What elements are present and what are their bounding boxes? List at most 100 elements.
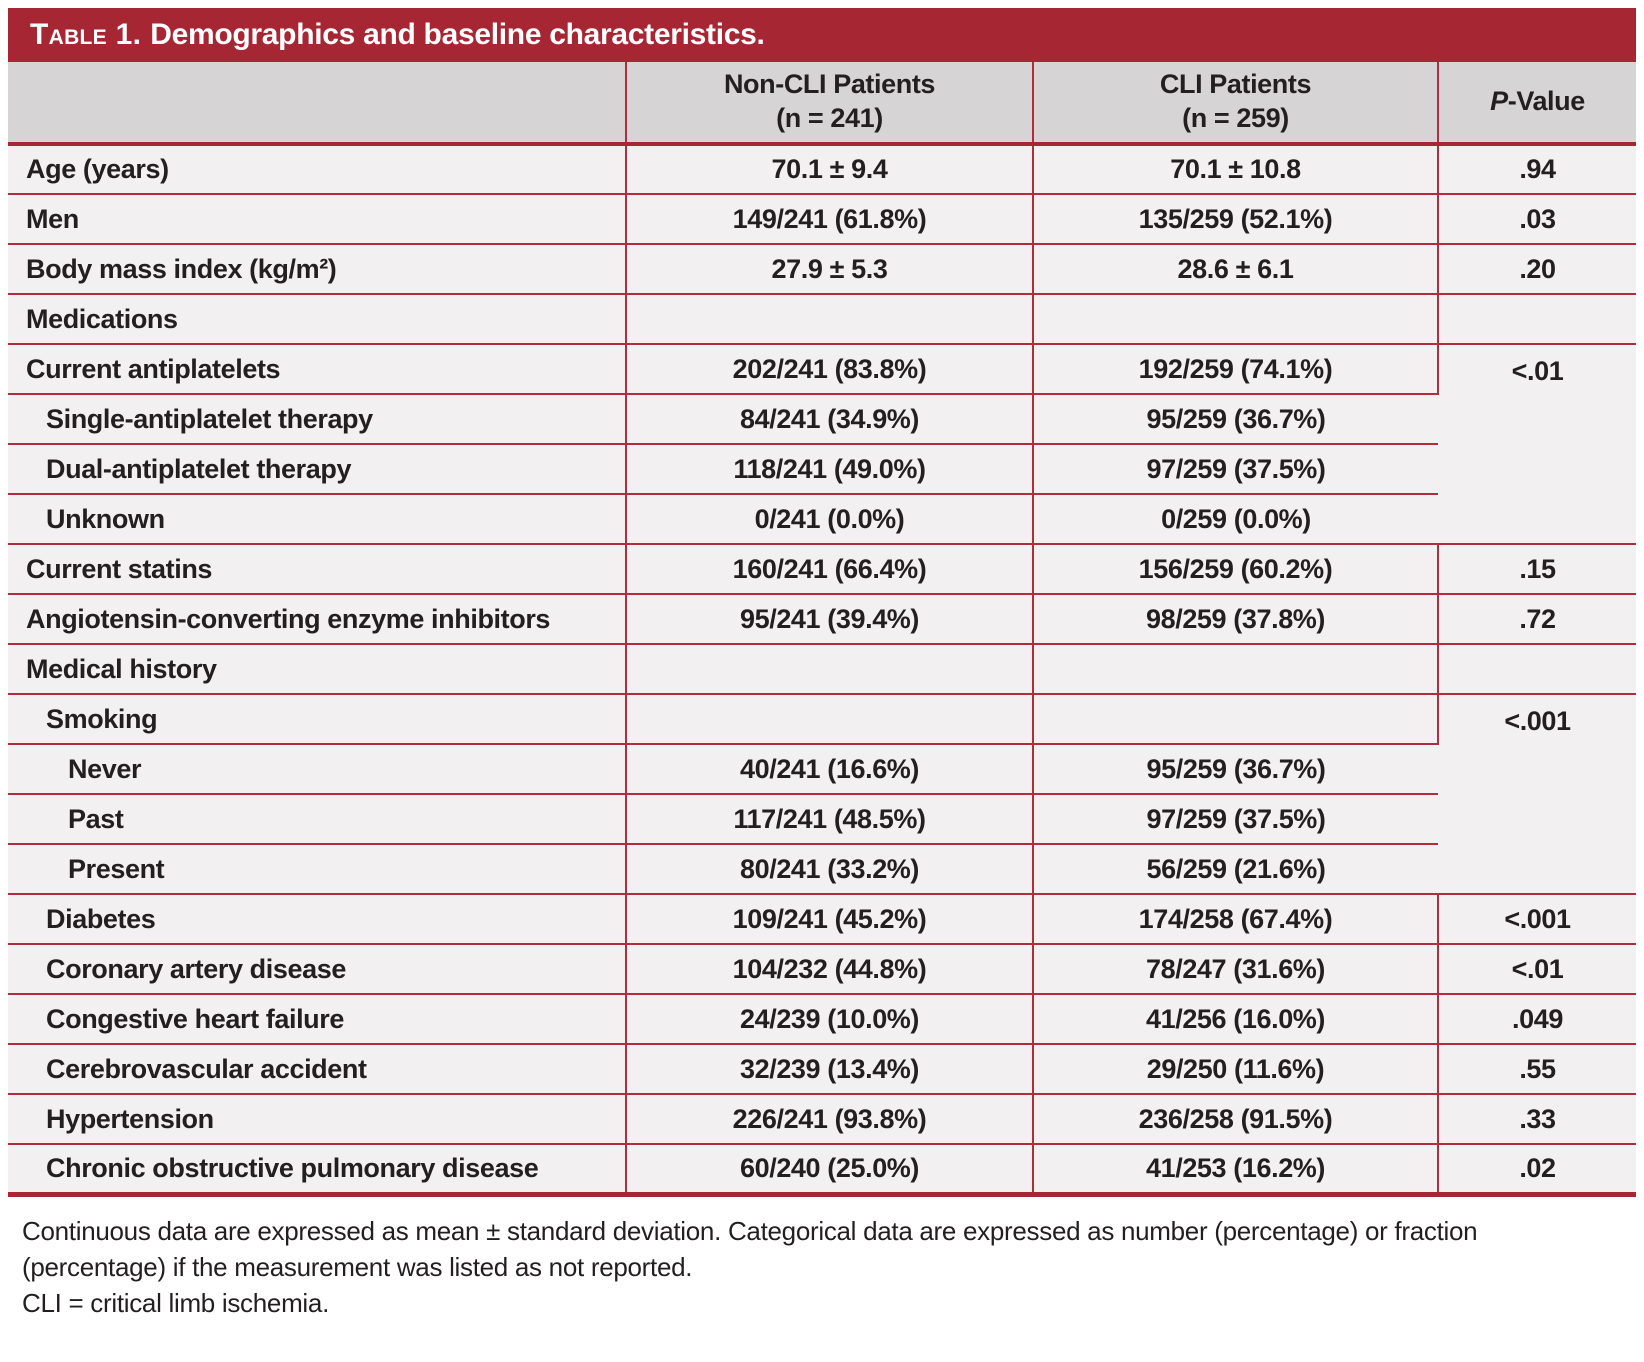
- cli-value: [1033, 694, 1439, 745]
- table-row: Cerebrovascular accident 32/239 (13.4%) …: [8, 1044, 1636, 1095]
- p-value: .72: [1438, 594, 1636, 645]
- row-label: Single-antiplatelet therapy: [8, 394, 627, 445]
- cli-value: [1033, 644, 1439, 695]
- table-row: Coronary artery disease 104/232 (44.8%) …: [8, 944, 1636, 995]
- table-row: Past 117/241 (48.5%) 97/259 (37.5%): [8, 794, 1636, 845]
- cli-value: 78/247 (31.6%): [1033, 944, 1439, 995]
- cli-value: 156/259 (60.2%): [1033, 544, 1439, 595]
- footnote-abbreviation: CLI = critical limb ischemia.: [22, 1288, 329, 1319]
- row-label: Current statins: [8, 544, 627, 595]
- noncli-value: 32/239 (13.4%): [626, 1044, 1034, 1095]
- noncli-value: 117/241 (48.5%): [626, 794, 1034, 845]
- table-number: Table 1.: [30, 18, 142, 51]
- p-value: .55: [1438, 1044, 1636, 1095]
- row-label: Body mass index (kg/m²): [8, 244, 627, 295]
- table-row: Hypertension 226/241 (93.8%) 236/258 (91…: [8, 1094, 1636, 1145]
- noncli-value: 80/241 (33.2%): [626, 844, 1034, 895]
- p-value: .15: [1438, 544, 1636, 595]
- table-title-bar: Table 1. Demographics and baseline chara…: [8, 8, 1636, 62]
- table-row: Current antiplatelets 202/241 (83.8%) 19…: [8, 344, 1636, 545]
- table-row: Chronic obstructive pulmonary disease 60…: [8, 1144, 1636, 1195]
- cli-value: 135/259 (52.1%): [1033, 194, 1439, 245]
- table-row: Dual-antiplatelet therapy 118/241 (49.0%…: [8, 444, 1636, 495]
- noncli-value: [626, 694, 1034, 745]
- table-row: Present 80/241 (33.2%) 56/259 (21.6%): [8, 844, 1636, 895]
- table-row: Single-antiplatelet therapy 84/241 (34.9…: [8, 394, 1636, 445]
- table-row: Unknown 0/241 (0.0%) 0/259 (0.0%): [8, 494, 1636, 545]
- row-label: Unknown: [8, 494, 627, 545]
- cli-value: 95/259 (36.7%): [1033, 744, 1438, 795]
- cli-value: 98/259 (37.8%): [1033, 594, 1439, 645]
- cli-value: 70.1 ± 10.8: [1033, 144, 1439, 195]
- noncli-value: 160/241 (66.4%): [626, 544, 1034, 595]
- cli-value: [1033, 294, 1439, 345]
- table-row: Angiotensin-converting enzyme inhibitors…: [8, 594, 1636, 645]
- cli-value: 192/259 (74.1%): [1033, 344, 1439, 395]
- cli-value: 97/259 (37.5%): [1033, 794, 1438, 845]
- noncli-value: 118/241 (49.0%): [626, 444, 1034, 495]
- noncli-value: 104/232 (44.8%): [626, 944, 1034, 995]
- row-label: Men: [8, 194, 627, 245]
- row-label: Never: [8, 744, 627, 795]
- table-header: Non-CLI Patients (n = 241) CLI Patients …: [8, 62, 1636, 146]
- p-value: <.001: [1438, 894, 1636, 945]
- cli-value: 0/259 (0.0%): [1033, 494, 1438, 545]
- table-row: Body mass index (kg/m²) 27.9 ± 5.3 28.6 …: [8, 244, 1636, 295]
- header-noncli: Non-CLI Patients (n = 241): [626, 62, 1034, 146]
- p-value-merged: <.001: [1438, 694, 1636, 895]
- p-value: .94: [1438, 144, 1636, 195]
- header-row: Non-CLI Patients (n = 241) CLI Patients …: [8, 62, 1636, 146]
- noncli-value: 27.9 ± 5.3: [626, 244, 1034, 295]
- table-row: Smoking <.001: [8, 694, 1636, 895]
- cli-value: 236/258 (91.5%): [1033, 1094, 1439, 1145]
- p-value: .049: [1438, 994, 1636, 1045]
- cli-value: 41/256 (16.0%): [1033, 994, 1439, 1045]
- p-value: [1438, 294, 1636, 345]
- p-value: <.01: [1438, 944, 1636, 995]
- row-label: Coronary artery disease: [8, 944, 627, 995]
- row-label: Cerebrovascular accident: [8, 1044, 627, 1095]
- footnotes: Continuous data are expressed as mean ± …: [8, 1197, 1636, 1322]
- table-row: Medical history: [8, 644, 1636, 695]
- row-label: Current antiplatelets: [8, 344, 627, 395]
- p-value: [1438, 644, 1636, 695]
- row-label: Age (years): [8, 144, 627, 195]
- cli-value: 41/253 (16.2%): [1033, 1144, 1439, 1195]
- row-label: Medications: [8, 294, 627, 345]
- noncli-value: 24/239 (10.0%): [626, 994, 1034, 1045]
- table-row: Diabetes 109/241 (45.2%) 174/258 (67.4%)…: [8, 894, 1636, 945]
- noncli-value: 70.1 ± 9.4: [626, 144, 1034, 195]
- row-label: Past: [8, 794, 627, 845]
- noncli-value: 84/241 (34.9%): [626, 394, 1034, 445]
- noncli-value: 60/240 (25.0%): [626, 1144, 1034, 1195]
- row-label: Present: [8, 844, 627, 895]
- table-row: Never 40/241 (16.6%) 95/259 (36.7%): [8, 744, 1636, 795]
- noncli-value: 226/241 (93.8%): [626, 1094, 1034, 1145]
- p-value: .03: [1438, 194, 1636, 245]
- row-label: Hypertension: [8, 1094, 627, 1145]
- cli-value: 56/259 (21.6%): [1033, 844, 1438, 895]
- table-body: Age (years) 70.1 ± 9.4 70.1 ± 10.8 .94 M…: [8, 144, 1636, 1195]
- p-value: .02: [1438, 1144, 1636, 1195]
- row-label: Medical history: [8, 644, 627, 695]
- p-value: .33: [1438, 1094, 1636, 1145]
- header-empty-cell: [8, 62, 627, 146]
- cli-value: 95/259 (36.7%): [1033, 394, 1438, 445]
- row-label: Diabetes: [8, 894, 627, 945]
- noncli-value: 109/241 (45.2%): [626, 894, 1034, 945]
- noncli-value: 95/241 (39.4%): [626, 594, 1034, 645]
- row-label: Angiotensin-converting enzyme inhibitors: [8, 594, 627, 645]
- cli-value: 29/250 (11.6%): [1033, 1044, 1439, 1095]
- table-row: Age (years) 70.1 ± 9.4 70.1 ± 10.8 .94: [8, 144, 1636, 195]
- table-row: Congestive heart failure 24/239 (10.0%) …: [8, 994, 1636, 1045]
- table-row: Current statins 160/241 (66.4%) 156/259 …: [8, 544, 1636, 595]
- table-row: Men 149/241 (61.8%) 135/259 (52.1%) .03: [8, 194, 1636, 245]
- row-label: Dual-antiplatelet therapy: [8, 444, 627, 495]
- noncli-value: 0/241 (0.0%): [626, 494, 1034, 545]
- row-label: Smoking: [8, 694, 627, 745]
- cli-value: 97/259 (37.5%): [1033, 444, 1438, 495]
- p-value: .20: [1438, 244, 1636, 295]
- p-value-merged: <.01: [1438, 344, 1636, 545]
- demographics-table: Non-CLI Patients (n = 241) CLI Patients …: [8, 62, 1636, 1197]
- cli-value: 174/258 (67.4%): [1033, 894, 1439, 945]
